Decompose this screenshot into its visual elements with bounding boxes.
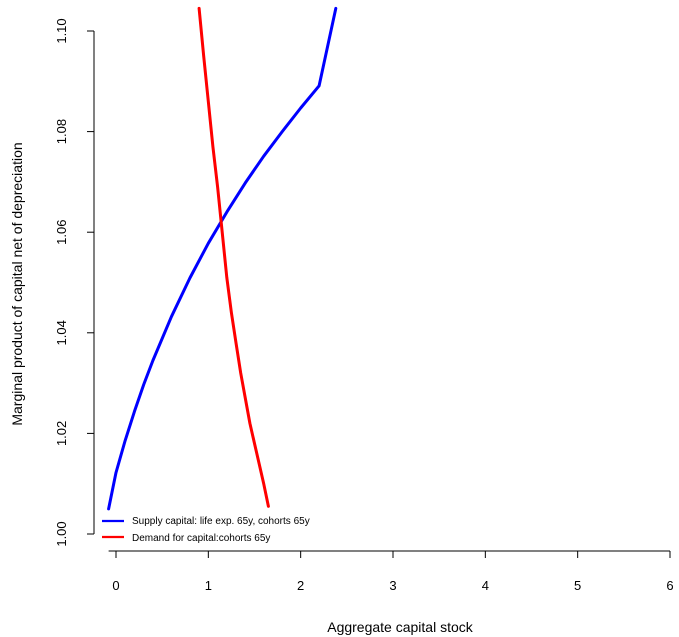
series-line-0 — [107, 6, 338, 511]
y-axis: 1.00 1.02 1.04 1.06 1.08 1.10 — [54, 18, 95, 547]
x-tick-label: 4 — [482, 578, 489, 593]
y-tick-label: 1.10 — [54, 18, 69, 43]
x-tick-label: 1 — [205, 578, 212, 593]
x-tick-label: 5 — [574, 578, 581, 593]
y-axis-title: Marginal product of capital net of depre… — [9, 142, 25, 425]
x-tick-label: 0 — [112, 578, 119, 593]
y-tick-label: 1.00 — [54, 521, 69, 546]
y-tick-label: 1.02 — [54, 421, 69, 446]
legend: Supply capital: life exp. 65y, cohorts 6… — [102, 516, 310, 544]
x-tick-label: 3 — [389, 578, 396, 593]
x-axis-title: Aggregate capital stock — [327, 619, 474, 635]
x-axis: 0 1 2 3 4 5 6 — [108, 550, 674, 593]
legend-label-supply: Supply capital: life exp. 65y, cohorts 6… — [132, 516, 310, 527]
y-tick-label: 1.06 — [54, 220, 69, 245]
x-tick-label: 6 — [666, 578, 673, 593]
plot-lines — [107, 6, 338, 511]
y-tick-label: 1.08 — [54, 119, 69, 144]
y-tick-label: 1.04 — [54, 320, 69, 345]
series-line-1 — [197, 6, 270, 508]
x-tick-label: 2 — [297, 578, 304, 593]
legend-label-demand: Demand for capital:cohorts 65y — [132, 533, 270, 544]
